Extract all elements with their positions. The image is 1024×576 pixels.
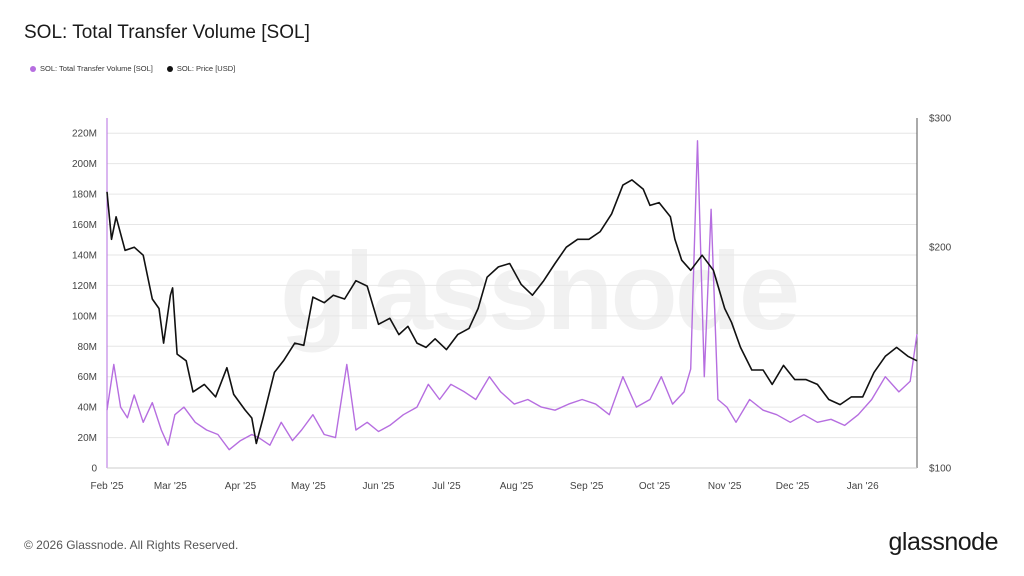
y-left-tick-label: 80M: [78, 342, 97, 353]
y-right-tick-label: $100: [929, 464, 952, 475]
legend-label-price: SOL: Price [USD]: [176, 64, 236, 73]
glassnode-logo[interactable]: glassnode: [888, 528, 999, 556]
copyright-text: © 2026 Glassnode. All Rights Reserved.: [24, 538, 239, 552]
x-tick-label: Mar '25: [154, 481, 187, 492]
y-left-tick-label: 140M: [72, 250, 97, 261]
legend-item-price[interactable]: SOL: Price [USD]: [166, 64, 236, 73]
x-tick-label: Jan '26: [847, 481, 879, 492]
y-left-tick-label: 40M: [78, 403, 97, 414]
legend-swatch-volume: [30, 65, 36, 72]
legend-swatch-price: [166, 65, 173, 72]
y-left-tick-label: 60M: [78, 372, 97, 383]
x-tick-label: May '25: [291, 481, 326, 492]
x-tick-label: Nov '25: [708, 481, 742, 492]
x-tick-label: Jul '25: [432, 481, 461, 492]
y-left-tick-label: 0: [91, 464, 97, 475]
y-left-tick-label: 220M: [72, 129, 97, 140]
chart-title: SOL: Total Transfer Volume [SOL]: [24, 22, 310, 43]
series-line-price: [106, 179, 918, 445]
chart-legend: SOL: Total Transfer Volume [SOL] SOL: Pr…: [30, 64, 235, 73]
y-left-tick-label: 120M: [72, 281, 97, 292]
y-left-tick-label: 200M: [72, 159, 97, 170]
series-line-volume: [106, 140, 918, 451]
y-left-tick-label: 180M: [72, 190, 97, 201]
x-tick-label: Jun '25: [363, 481, 395, 492]
legend-item-volume[interactable]: SOL: Total Transfer Volume [SOL]: [30, 64, 153, 73]
x-tick-label: Sep '25: [570, 481, 604, 492]
y-left-tick-label: 160M: [72, 220, 97, 231]
x-tick-label: Feb '25: [90, 481, 123, 492]
y-left-tick-label: 100M: [72, 311, 97, 322]
y-right-tick-label: $300: [929, 114, 952, 125]
legend-label-volume: SOL: Total Transfer Volume [SOL]: [40, 64, 153, 73]
x-tick-label: Apr '25: [225, 481, 257, 492]
y-right-tick-label: $200: [929, 243, 952, 254]
x-tick-label: Dec '25: [776, 481, 810, 492]
x-tick-label: Oct '25: [639, 481, 671, 492]
x-tick-label: Aug '25: [500, 481, 534, 492]
y-left-tick-label: 20M: [78, 433, 97, 444]
